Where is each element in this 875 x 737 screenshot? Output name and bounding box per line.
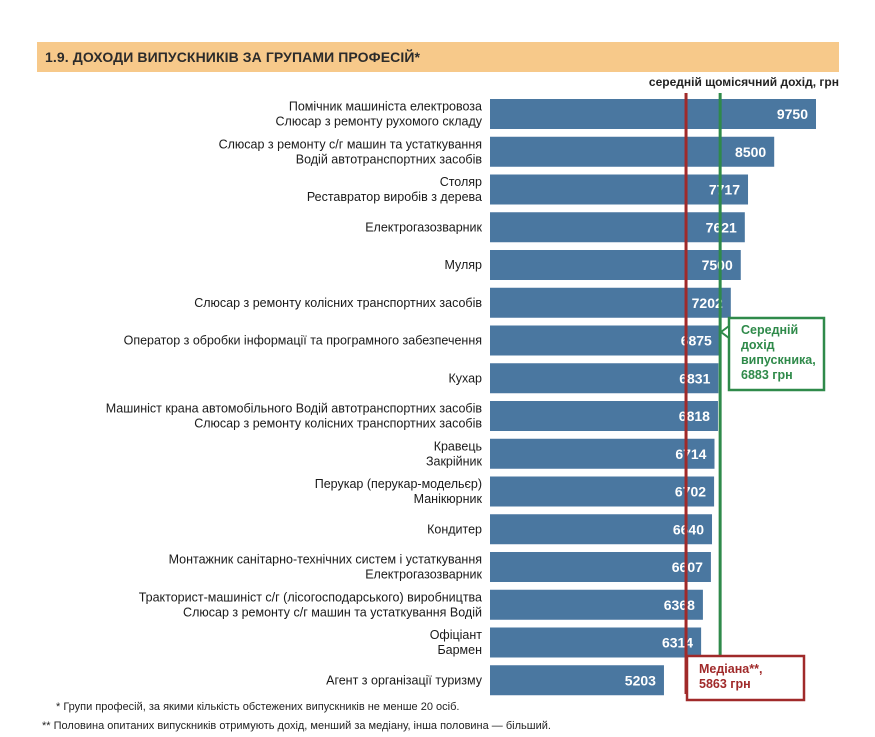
bar <box>490 136 775 167</box>
bar <box>490 99 816 129</box>
category-label: Кондитер <box>427 522 482 536</box>
mean-callout-label: 6883 грн <box>741 368 793 382</box>
bar <box>490 665 664 696</box>
bar-value-label: 5203 <box>625 672 656 688</box>
bar <box>490 212 745 243</box>
mean-callout-label: Середній <box>741 323 798 337</box>
category-label: Машиніст крана автомобільного Водій авто… <box>106 402 483 416</box>
bar-value-label: 7717 <box>709 182 740 198</box>
bar <box>490 250 741 280</box>
category-label: Слюсар з ремонту с/г машин та устаткуван… <box>183 605 482 619</box>
category-label: Слюсар з ремонту колісних транспортних з… <box>194 417 482 431</box>
bar-value-label: 6702 <box>675 484 706 500</box>
mean-callout-label: дохід <box>741 338 775 352</box>
bar <box>490 589 703 620</box>
category-label: Муляр <box>444 258 482 272</box>
bar <box>490 514 713 545</box>
category-label: Столяр <box>440 175 482 189</box>
bar-value-label: 6368 <box>664 597 695 613</box>
bar-value-label: 6875 <box>681 333 712 349</box>
category-label: Тракторист-машиніст с/г (лісогосподарськ… <box>139 590 482 604</box>
bar <box>490 363 719 394</box>
category-label: Слюсар з ремонту с/г машин та устаткуван… <box>219 137 482 151</box>
bar <box>490 476 715 507</box>
category-label: Слюсар з ремонту колісних транспортних з… <box>194 296 482 310</box>
category-label: Оператор з обробки інформації та програм… <box>124 334 482 348</box>
bar <box>490 174 749 205</box>
category-label: Закрійник <box>426 454 483 468</box>
category-label: Бармен <box>437 643 482 657</box>
category-label: Кухар <box>448 371 482 385</box>
category-label: Перукар (перукар-модельєр) <box>315 477 482 491</box>
bar <box>490 438 715 469</box>
bar <box>490 287 731 318</box>
category-label: Водій автотранспортних засобів <box>296 152 483 166</box>
bar <box>490 401 718 431</box>
bar-value-label: 6640 <box>673 521 704 537</box>
category-label: Електрогазозварник <box>365 220 482 234</box>
category-label: Електрогазозварник <box>365 568 482 582</box>
bar-value-label: 8500 <box>735 144 766 160</box>
median-callout-label: 5863 грн <box>699 677 751 691</box>
page-title: 1.9. ДОХОДИ ВИПУСКНИКІВ ЗА ГРУПАМИ ПРОФЕ… <box>45 49 421 65</box>
bar-value-label: 9750 <box>777 106 808 122</box>
bar-value-label: 7202 <box>692 295 723 311</box>
bar <box>490 552 711 582</box>
category-label: Офіціант <box>430 628 483 642</box>
bar-value-label: 6714 <box>675 446 706 462</box>
bar <box>490 325 720 356</box>
bar <box>490 627 702 658</box>
median-callout-label: Медіана**, <box>699 662 762 676</box>
mean-callout-box <box>727 316 826 392</box>
value-axis-caption: середній щомісячний дохід, грн <box>648 75 839 89</box>
footnote-median: ** Половина опитаних випускників отримую… <box>42 720 551 732</box>
section-header: 1.9. ДОХОДИ ВИПУСКНИКІВ ЗА ГРУПАМИ ПРОФЕ… <box>37 42 839 72</box>
bar-value-label: 6314 <box>662 635 693 651</box>
mean-callout-pointer <box>719 324 730 340</box>
category-label: Помічник машиніста електровоза <box>289 100 482 114</box>
median-callout-box <box>685 654 806 702</box>
bar-value-label: 7500 <box>702 257 733 273</box>
category-label: Реставратор виробів з дерева <box>307 190 482 204</box>
category-label: Слюсар з ремонту рухомого складу <box>276 115 483 129</box>
footnote-groups: * Групи професій, за якими кількість обс… <box>56 701 460 713</box>
category-label: Агент з організації туризму <box>326 673 483 687</box>
category-label: Монтажник санітарно-технічних систем і у… <box>169 553 482 567</box>
bar-value-label: 6831 <box>679 370 710 386</box>
category-label: Манікюрник <box>414 492 483 506</box>
mean-callout-label: випускника, <box>741 353 816 367</box>
category-label: Кравець <box>434 439 482 453</box>
bar-value-label: 6818 <box>679 408 710 424</box>
